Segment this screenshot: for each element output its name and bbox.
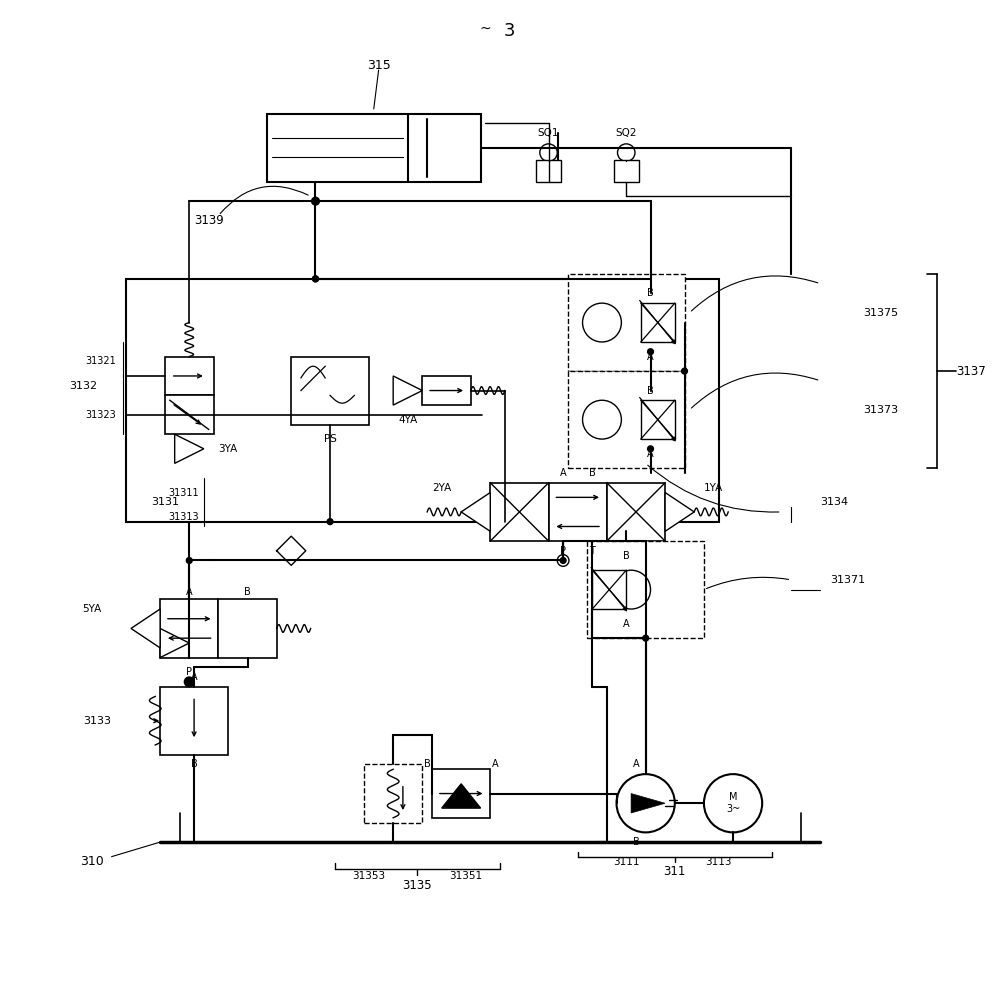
Text: A: A xyxy=(186,586,193,597)
Text: 31375: 31375 xyxy=(863,308,898,318)
Bar xyxy=(614,161,639,182)
Text: 31371: 31371 xyxy=(830,575,865,585)
Bar xyxy=(165,395,214,434)
Text: 3133: 3133 xyxy=(84,716,112,726)
Text: SQ2: SQ2 xyxy=(615,128,637,138)
Bar xyxy=(364,764,422,822)
Bar xyxy=(641,400,675,439)
Text: B: B xyxy=(424,759,431,769)
Text: 31313: 31313 xyxy=(168,512,199,522)
Bar xyxy=(607,483,665,541)
Bar xyxy=(641,303,675,342)
Bar xyxy=(432,769,490,818)
Text: 4YA: 4YA xyxy=(398,415,417,425)
Polygon shape xyxy=(160,628,189,658)
Text: 3131: 3131 xyxy=(152,497,180,507)
Text: A: A xyxy=(633,759,639,769)
Text: 3113: 3113 xyxy=(705,857,732,867)
Text: 31373: 31373 xyxy=(863,405,898,415)
Circle shape xyxy=(682,368,687,374)
Text: 3YA: 3YA xyxy=(218,444,238,454)
Text: 31323: 31323 xyxy=(86,410,116,420)
Text: 3: 3 xyxy=(504,23,515,40)
Text: 3132: 3132 xyxy=(69,380,97,391)
Circle shape xyxy=(560,558,566,563)
Text: A: A xyxy=(623,619,630,628)
Bar xyxy=(536,161,561,182)
Text: 5YA: 5YA xyxy=(83,604,102,614)
Text: ~: ~ xyxy=(480,22,491,35)
Text: B: B xyxy=(589,468,596,478)
Text: B: B xyxy=(244,586,251,597)
Text: SQ1: SQ1 xyxy=(538,128,559,138)
Text: M
3~: M 3~ xyxy=(726,793,740,814)
Bar xyxy=(549,483,607,541)
Text: T: T xyxy=(589,546,595,556)
Bar xyxy=(592,570,626,609)
Text: B: B xyxy=(191,759,197,769)
Circle shape xyxy=(186,558,192,563)
Bar xyxy=(568,371,685,468)
Bar xyxy=(160,599,218,658)
Polygon shape xyxy=(175,434,204,463)
Text: 315: 315 xyxy=(367,59,390,72)
Text: PS: PS xyxy=(324,434,336,444)
Polygon shape xyxy=(442,784,481,808)
Text: P: P xyxy=(560,546,566,556)
Circle shape xyxy=(327,519,333,525)
Polygon shape xyxy=(631,794,665,813)
Bar xyxy=(587,541,704,638)
Bar xyxy=(218,599,277,658)
Circle shape xyxy=(312,197,319,205)
Text: 3137: 3137 xyxy=(956,364,986,377)
Circle shape xyxy=(313,198,318,204)
Text: 3135: 3135 xyxy=(403,880,432,892)
Bar xyxy=(568,274,685,371)
Polygon shape xyxy=(131,609,160,648)
Text: A: A xyxy=(191,672,197,682)
Text: 2YA: 2YA xyxy=(432,483,451,492)
Text: B: B xyxy=(647,289,654,298)
Text: 31321: 31321 xyxy=(86,357,116,366)
Text: B: B xyxy=(647,385,654,396)
Bar xyxy=(490,483,549,541)
Text: B: B xyxy=(623,551,630,560)
Bar xyxy=(267,113,481,182)
Text: 3134: 3134 xyxy=(820,497,849,507)
Text: A: A xyxy=(560,468,566,478)
Polygon shape xyxy=(393,376,422,405)
Text: 310: 310 xyxy=(80,855,104,868)
Text: 1YA: 1YA xyxy=(704,483,723,492)
Circle shape xyxy=(184,677,194,687)
Text: A: A xyxy=(492,759,498,769)
Text: B: B xyxy=(633,837,639,847)
Text: P: P xyxy=(186,667,192,677)
Text: 3111: 3111 xyxy=(613,857,639,867)
Circle shape xyxy=(648,446,653,452)
Bar xyxy=(291,357,369,425)
Text: A: A xyxy=(647,352,654,361)
Circle shape xyxy=(648,349,653,355)
Text: 311: 311 xyxy=(664,865,686,878)
Polygon shape xyxy=(461,492,490,531)
Text: 31353: 31353 xyxy=(352,871,385,882)
Bar xyxy=(126,279,718,522)
Circle shape xyxy=(313,276,318,282)
Text: 31351: 31351 xyxy=(449,871,483,882)
Bar xyxy=(160,687,228,755)
Circle shape xyxy=(313,276,318,282)
Circle shape xyxy=(643,635,649,641)
Text: 31311: 31311 xyxy=(168,488,199,497)
Polygon shape xyxy=(665,492,694,531)
Text: A: A xyxy=(647,448,654,459)
Text: 3139: 3139 xyxy=(194,214,224,228)
Bar xyxy=(165,357,214,395)
Bar xyxy=(422,376,471,405)
